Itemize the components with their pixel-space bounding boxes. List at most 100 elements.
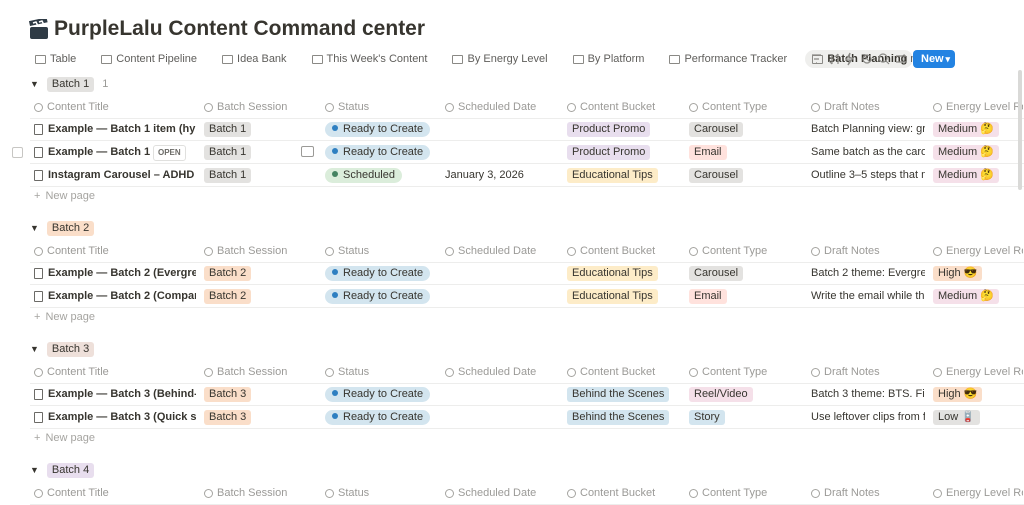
view-tab[interactable]: Table xyxy=(28,50,82,68)
table-cell[interactable]: Example — Batch 3 (Quick story series f xyxy=(34,406,196,428)
table-cell[interactable]: Medium 🤔 xyxy=(933,164,1020,186)
group-header[interactable]: ▼ Batch 2 xyxy=(30,219,95,237)
table-cell[interactable]: Story xyxy=(689,406,803,428)
column-header[interactable]: Content Title xyxy=(32,482,199,504)
column-header[interactable]: Scheduled Date xyxy=(443,96,562,118)
comment-button[interactable] xyxy=(301,146,314,157)
column-header[interactable]: Status xyxy=(323,240,440,262)
table-cell[interactable]: Example — Batch 3 (Behind-the-scenes xyxy=(34,383,196,405)
table-cell[interactable]: Medium 🤔 xyxy=(933,141,1020,163)
column-header[interactable]: Energy Level Requi xyxy=(931,240,1023,262)
view-tab[interactable]: Content Pipeline xyxy=(94,50,203,68)
table-cell[interactable]: Batch 3 theme: BTS. Film 6–10 s xyxy=(811,383,925,405)
open-button[interactable]: OPEN xyxy=(153,145,186,161)
table-cell[interactable]: Product Promo xyxy=(567,141,681,163)
column-header[interactable]: Content Title xyxy=(32,240,199,262)
table-cell[interactable]: Carousel xyxy=(689,118,803,140)
table-cell[interactable]: Batch 1 xyxy=(204,141,317,163)
table-cell[interactable]: Ready to Create xyxy=(325,406,437,428)
row-checkbox[interactable] xyxy=(12,147,23,158)
table-cell[interactable]: Scheduled xyxy=(325,164,437,186)
table-cell[interactable]: Example — Batch 2 (Companion email t xyxy=(34,285,196,307)
column-header[interactable]: Batch Session xyxy=(202,361,320,383)
new-page-button[interactable]: + New page xyxy=(34,311,95,323)
table-cell[interactable]: Batch 1 xyxy=(204,118,317,140)
table-cell[interactable]: Outline 3–5 steps that make mo xyxy=(811,164,925,186)
table-cell[interactable]: Batch Planning view: group by E xyxy=(811,118,925,140)
table-cell[interactable]: High 😎 xyxy=(933,383,1020,405)
column-header[interactable]: Draft Notes xyxy=(809,482,928,504)
table-cell[interactable]: Ready to Create xyxy=(325,118,437,140)
table-cell[interactable]: Low 🪫 xyxy=(933,406,1020,428)
column-header[interactable]: Content Type xyxy=(687,240,806,262)
column-header[interactable]: Content Type xyxy=(687,96,806,118)
column-header[interactable]: Energy Level Requi xyxy=(931,96,1023,118)
table-cell[interactable]: Medium 🤔 xyxy=(933,285,1020,307)
table-cell[interactable]: Carousel xyxy=(689,164,803,186)
column-header[interactable]: Energy Level Requi xyxy=(931,482,1023,504)
column-header[interactable]: Content Bucket xyxy=(565,96,684,118)
new-page-button[interactable]: + New page xyxy=(34,432,95,444)
group-header[interactable]: ▼ Batch 3 xyxy=(30,340,95,358)
column-header[interactable]: Content Bucket xyxy=(565,482,684,504)
table-cell[interactable]: Batch 2 xyxy=(204,262,317,284)
column-header[interactable]: Content Type xyxy=(687,482,806,504)
table-cell[interactable]: Carousel xyxy=(689,262,803,284)
table-cell[interactable]: Instagram Carousel – ADHD Morning R xyxy=(34,164,196,186)
table-cell[interactable]: Example — Batch 1 item (hyperfocus se xyxy=(34,118,196,140)
column-header[interactable]: Content Type xyxy=(687,361,806,383)
table-cell[interactable]: Email xyxy=(689,141,803,163)
new-page-button[interactable]: + New page xyxy=(34,190,95,202)
table-cell[interactable]: Product Promo xyxy=(567,118,681,140)
column-header[interactable]: Scheduled Date xyxy=(443,482,562,504)
column-header[interactable]: Status xyxy=(323,96,440,118)
table-cell[interactable]: Medium 🤔 xyxy=(933,118,1020,140)
table-cell[interactable]: Example — Batch 2 (Evergreen Educati xyxy=(34,262,196,284)
column-header[interactable]: Batch Session xyxy=(202,96,320,118)
table-cell[interactable]: Example — Batch 1 item (sec xyxy=(34,141,150,163)
table-cell[interactable]: Email xyxy=(689,285,803,307)
view-tab[interactable]: Performance Tracker xyxy=(662,50,793,68)
column-header[interactable]: Scheduled Date xyxy=(443,361,562,383)
table-cell[interactable]: Batch 2 theme: Evergreen educ xyxy=(811,262,925,284)
table-cell[interactable]: Batch 2 xyxy=(204,285,317,307)
view-tab[interactable]: By Platform xyxy=(566,50,651,68)
table-cell[interactable]: Behind the Scenes xyxy=(567,383,681,405)
new-button-caret[interactable]: ▾ xyxy=(945,54,950,64)
table-cell[interactable]: Same batch as the carousel. Cre xyxy=(811,141,925,163)
column-header[interactable]: Draft Notes xyxy=(809,240,928,262)
view-tab[interactable]: Idea Bank xyxy=(215,50,293,68)
table-cell[interactable]: Ready to Create xyxy=(325,285,437,307)
table-cell[interactable]: High 😎 xyxy=(933,262,1020,284)
column-header[interactable]: Draft Notes xyxy=(809,361,928,383)
column-header[interactable]: Content Bucket xyxy=(565,240,684,262)
column-header[interactable]: Content Title xyxy=(32,361,199,383)
table-cell[interactable]: Ready to Create xyxy=(325,262,437,284)
column-header[interactable]: Status xyxy=(323,361,440,383)
table-cell[interactable]: January 3, 2026 xyxy=(445,164,559,186)
view-tab[interactable]: By Energy Level xyxy=(445,50,553,68)
table-cell[interactable]: Reel/Video xyxy=(689,383,803,405)
group-header[interactable]: ▼ Batch 4 xyxy=(30,461,95,479)
table-cell[interactable]: Ready to Create xyxy=(325,383,437,405)
table-cell[interactable]: Ready to Create xyxy=(325,141,437,163)
table-cell[interactable]: Educational Tips xyxy=(567,285,681,307)
table-cell[interactable]: Educational Tips xyxy=(567,262,681,284)
table-cell[interactable]: Write the email while the carous xyxy=(811,285,925,307)
table-cell[interactable]: Batch 3 xyxy=(204,383,317,405)
column-header[interactable]: Draft Notes xyxy=(809,96,928,118)
column-header[interactable]: Batch Session xyxy=(202,240,320,262)
view-tab[interactable]: This Week's Content xyxy=(305,50,434,68)
column-header[interactable]: Scheduled Date xyxy=(443,240,562,262)
table-cell[interactable]: Behind the Scenes xyxy=(567,406,681,428)
new-button[interactable]: New ▾ xyxy=(913,50,955,68)
column-header[interactable]: Status xyxy=(323,482,440,504)
table-cell[interactable]: Batch 3 xyxy=(204,406,317,428)
group-header[interactable]: ▼ Batch 1 1 xyxy=(30,75,108,93)
table-cell[interactable]: Batch 1 xyxy=(204,164,317,186)
column-header[interactable]: Batch Session xyxy=(202,482,320,504)
column-header[interactable]: Content Title xyxy=(32,96,199,118)
table-cell[interactable]: Educational Tips xyxy=(567,164,681,186)
column-header[interactable]: Energy Level Requi xyxy=(931,361,1023,383)
column-header[interactable]: Content Bucket xyxy=(565,361,684,383)
